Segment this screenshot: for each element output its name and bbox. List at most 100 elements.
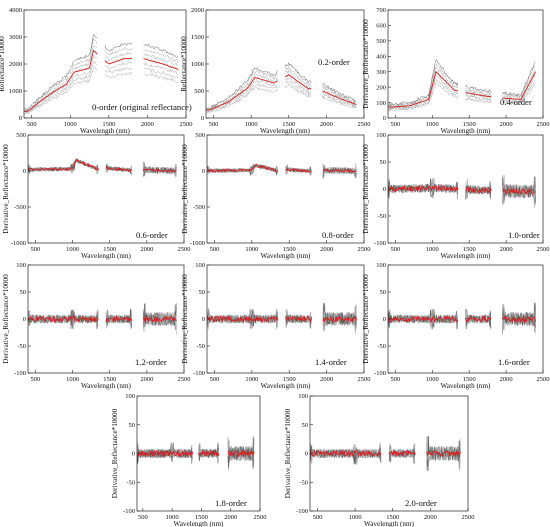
mean-spectrum bbox=[207, 168, 253, 173]
mean-spectrum bbox=[198, 449, 220, 457]
sample-spectrum bbox=[206, 74, 252, 110]
mean-spectrum bbox=[501, 315, 537, 324]
order-annotation: 1.6-order bbox=[498, 357, 530, 367]
x-tick-label: 2000 bbox=[140, 246, 153, 253]
sample-spectrum bbox=[388, 178, 433, 199]
sample-spectrum bbox=[465, 313, 492, 327]
x-tick-label: 2500 bbox=[537, 246, 550, 253]
y-tick-label: -500 bbox=[193, 204, 205, 211]
x-tick-label: 500 bbox=[31, 246, 41, 253]
x-tick-label: 2000 bbox=[140, 376, 153, 383]
y-tick-label: -100 bbox=[14, 370, 26, 377]
y-axis-label: Derivative_Reflectance*10000 bbox=[2, 144, 10, 234]
sample-spectrum bbox=[206, 79, 252, 111]
sample-spectrum bbox=[432, 63, 459, 88]
x-tick-label: 1000 bbox=[426, 121, 439, 128]
mean-spectrum bbox=[431, 185, 459, 193]
y-axis-label: Derivative_Reflectance*10000 bbox=[111, 408, 119, 498]
mean-spectrum bbox=[389, 449, 416, 457]
x-tick-label: 2000 bbox=[224, 514, 237, 521]
x-tick-label: 1500 bbox=[463, 246, 476, 253]
y-tick-label: 4000 bbox=[9, 7, 22, 14]
mean-spectrum bbox=[322, 315, 357, 324]
sample-spectrum bbox=[171, 446, 193, 459]
sample-spectrum bbox=[322, 82, 357, 102]
mean-spectrum bbox=[143, 58, 179, 70]
order-annotation: 0.8-order bbox=[322, 230, 354, 240]
panel-1: 500 1000 1500 2000 2500 0 1000 2000 3000 4000 Wave… bbox=[0, 7, 193, 135]
spectra-traces bbox=[310, 435, 461, 472]
y-tick-label: 100 bbox=[16, 262, 26, 269]
x-tick-label: 1000 bbox=[426, 246, 439, 253]
mean-spectrum bbox=[285, 168, 313, 173]
y-tick-label: 500 bbox=[376, 38, 386, 45]
y-tick-label: 500 bbox=[194, 88, 204, 95]
sample-spectrum bbox=[465, 97, 492, 104]
y-axis-label: Derivative_Reflectance*10000 bbox=[362, 274, 370, 364]
x-tick-label: 500 bbox=[313, 514, 323, 521]
y-tick-label: -50 bbox=[126, 479, 135, 486]
y-tick-label: 2000 bbox=[9, 61, 22, 68]
order-annotation: 0-order (original reflectance) bbox=[92, 102, 192, 112]
y-tick-label: -50 bbox=[17, 343, 26, 350]
y-tick-label: 0 bbox=[23, 168, 26, 175]
x-tick-label: 2500 bbox=[358, 121, 371, 128]
y-tick-label: -100 bbox=[374, 240, 386, 247]
mean-spectrum bbox=[502, 71, 537, 100]
mean-spectrum bbox=[251, 163, 279, 173]
x-tick-label: 1000 bbox=[245, 376, 258, 383]
y-tick-label: 0 bbox=[383, 186, 386, 193]
x-tick-label: 2000 bbox=[320, 246, 333, 253]
sample-spectrum bbox=[465, 312, 492, 330]
x-axis-label: Wavelength (nm) bbox=[260, 127, 311, 135]
y-tick-label: -50 bbox=[377, 213, 386, 220]
y-tick-label: 50 bbox=[20, 289, 27, 296]
y-axis-label: Derivative_Reflectance*10000 bbox=[362, 144, 370, 234]
y-tick-label: 0 bbox=[201, 115, 204, 122]
y-tick-label: 100 bbox=[376, 262, 386, 269]
x-tick-label: 1500 bbox=[283, 376, 296, 383]
x-tick-label: 1500 bbox=[463, 376, 476, 383]
spectra-traces bbox=[24, 34, 179, 115]
y-axis-label: Derivative_Reflectance*10000 bbox=[181, 144, 189, 234]
x-tick-label: 2500 bbox=[462, 514, 475, 521]
y-tick-label: 0 bbox=[383, 115, 386, 122]
y-axis-label: Derivative_Reflectance*10000 bbox=[2, 274, 10, 364]
mean-spectrum bbox=[285, 315, 313, 324]
sample-spectrum bbox=[24, 69, 71, 112]
order-annotation: 2.0-order bbox=[405, 498, 437, 508]
sample-spectrum bbox=[143, 67, 179, 79]
mean-spectrum bbox=[388, 85, 433, 108]
y-tick-label: 200 bbox=[376, 84, 386, 91]
x-tick-label: 500 bbox=[391, 246, 401, 253]
mean-spectrum bbox=[28, 166, 73, 172]
sample-spectrum bbox=[24, 77, 71, 113]
x-tick-label: 2500 bbox=[358, 376, 371, 383]
sample-spectrum bbox=[70, 56, 98, 83]
y-tick-label: 0 bbox=[202, 316, 205, 323]
sample-spectrum bbox=[432, 78, 459, 97]
order-annotation: 1.2-order bbox=[135, 357, 167, 367]
mean-spectrum bbox=[105, 166, 133, 173]
x-tick-label: 2000 bbox=[320, 376, 333, 383]
sample-spectrum bbox=[28, 310, 73, 324]
y-tick-label: 50 bbox=[380, 159, 387, 166]
mean-spectrum bbox=[207, 315, 253, 323]
y-tick-label: 100 bbox=[195, 262, 205, 269]
y-tick-label: 400 bbox=[376, 53, 386, 60]
order-annotation: 0.4-order bbox=[500, 97, 532, 107]
mean-spectrum bbox=[284, 74, 312, 90]
x-tick-label: 2000 bbox=[141, 121, 154, 128]
sample-spectrum bbox=[284, 77, 312, 94]
y-tick-label: -500 bbox=[14, 204, 26, 211]
x-tick-label: 1000 bbox=[245, 121, 258, 128]
y-axis-label: Reflectance*10000 bbox=[0, 36, 6, 92]
sample-spectrum bbox=[322, 306, 357, 332]
x-tick-label: 1500 bbox=[103, 376, 116, 383]
panel-6: 500 1000 1500 2000 2500 -100 -50 0 50 100 Waveleng… bbox=[362, 132, 550, 260]
spectra-traces bbox=[206, 62, 357, 114]
x-tick-label: 500 bbox=[210, 246, 220, 253]
y-tick-label: 0 bbox=[305, 451, 308, 458]
sample-spectrum bbox=[142, 304, 177, 326]
sample-spectrum bbox=[70, 34, 98, 68]
